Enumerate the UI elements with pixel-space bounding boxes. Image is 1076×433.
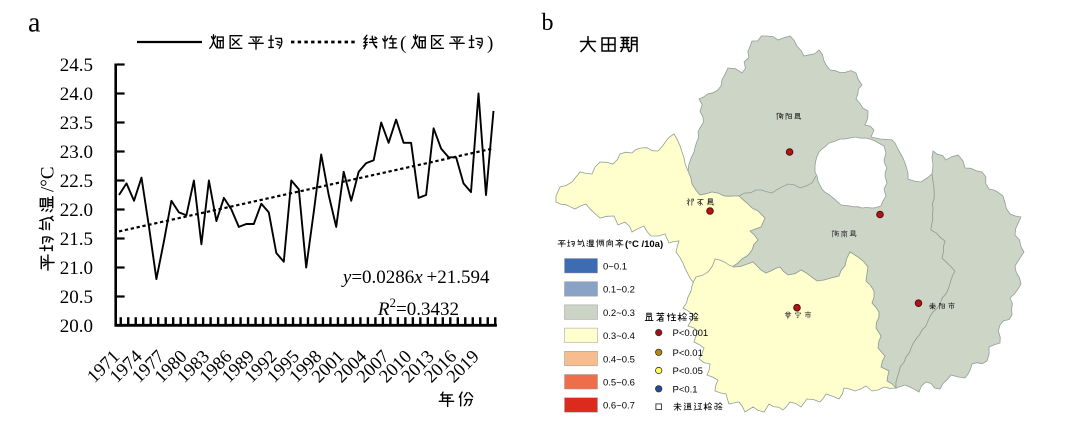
svg-text:21.0: 21.0 [60, 258, 93, 279]
svg-text:23.5: 23.5 [60, 113, 93, 134]
svg-text:0.2~0.3: 0.2~0.3 [603, 308, 635, 319]
svg-text:21.5: 21.5 [60, 229, 93, 250]
svg-text:a: a [28, 8, 41, 39]
svg-text:P<0.01: P<0.01 [673, 348, 703, 359]
svg-text:P<0.05: P<0.05 [673, 366, 703, 377]
svg-text:22.5: 22.5 [60, 171, 93, 192]
svg-text:R2=0.3432: R2=0.3432 [377, 295, 459, 320]
svg-text:0.5~0.6: 0.5~0.6 [603, 378, 635, 389]
svg-text:24.0: 24.0 [60, 84, 93, 105]
svg-text:P<0.1: P<0.1 [673, 384, 698, 395]
svg-text:y=0.0286x +21.594: y=0.0286x +21.594 [341, 267, 490, 288]
svg-text:0.4~0.5: 0.4~0.5 [603, 354, 635, 365]
svg-text:): ) [487, 33, 493, 54]
svg-text:0~0.1: 0~0.1 [603, 262, 627, 273]
svg-text:/°C: /°C [38, 166, 59, 192]
svg-text:24.5: 24.5 [60, 55, 93, 76]
svg-text:0.1~0.2: 0.1~0.2 [603, 285, 635, 296]
svg-text:(: ( [400, 33, 406, 54]
svg-text:23.0: 23.0 [60, 142, 93, 163]
svg-text:0.6~0.7: 0.6~0.7 [603, 401, 635, 412]
svg-text:(°C /10a): (°C /10a) [625, 239, 663, 250]
svg-text:20.0: 20.0 [60, 316, 93, 337]
svg-text:0.3~0.4: 0.3~0.4 [603, 331, 635, 342]
svg-text:b: b [542, 10, 554, 36]
svg-text:20.5: 20.5 [60, 287, 93, 308]
svg-text:P<0.001: P<0.001 [673, 328, 709, 339]
svg-text:22.0: 22.0 [60, 200, 93, 221]
